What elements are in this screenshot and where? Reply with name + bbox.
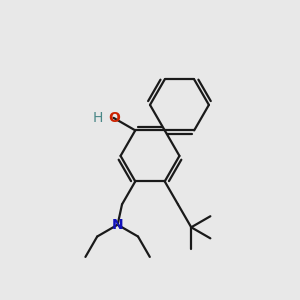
Text: O: O (108, 111, 120, 125)
Text: N: N (112, 218, 123, 232)
Text: H: H (92, 111, 103, 125)
